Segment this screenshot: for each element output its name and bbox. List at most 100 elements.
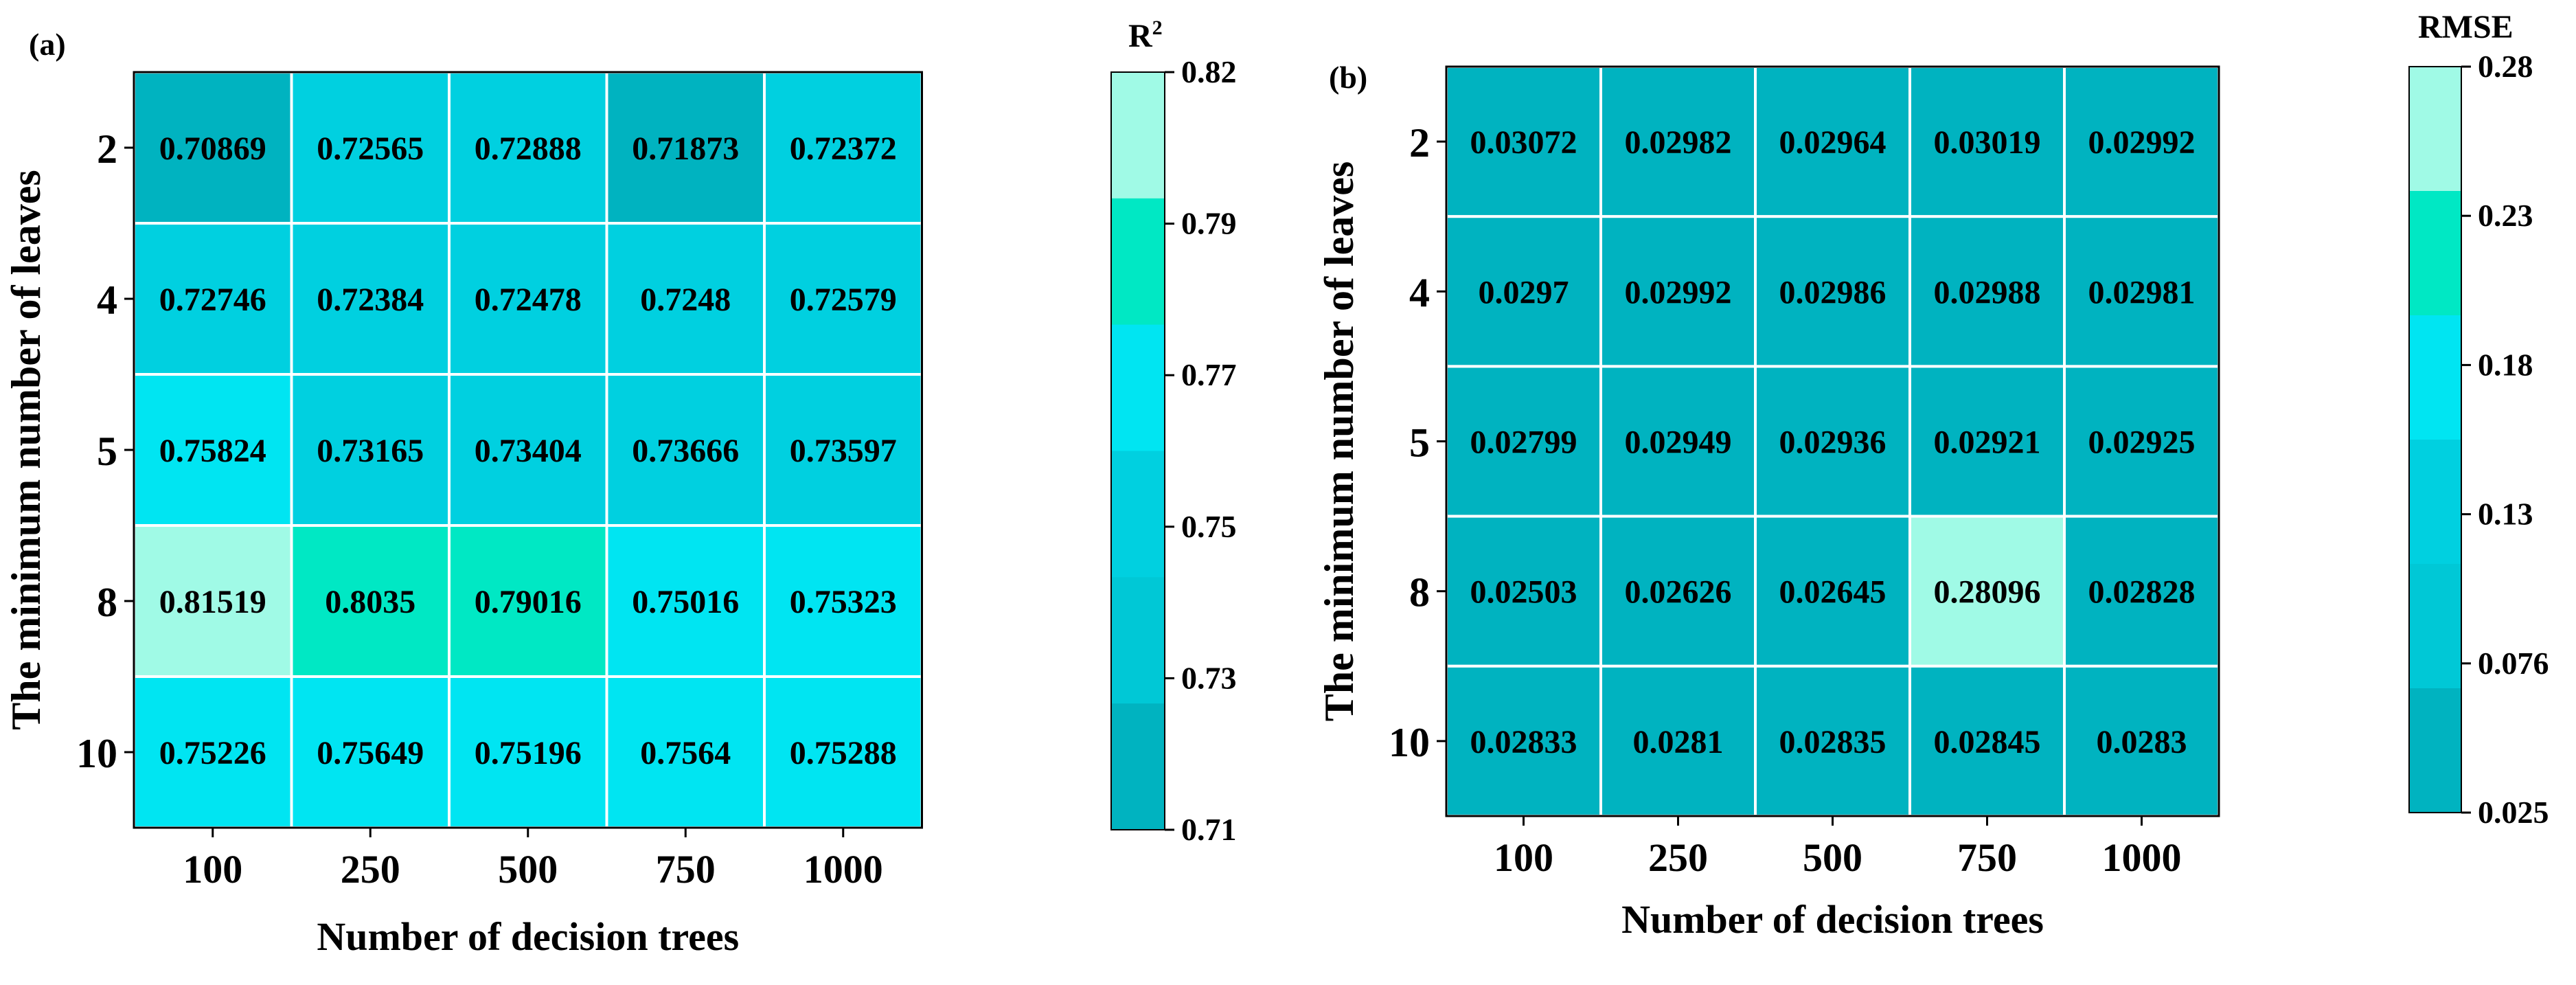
colorbar-tick-label: 0.076 <box>2478 646 2549 681</box>
cell-value-label: 0.75196 <box>475 735 582 771</box>
cell-value-label: 0.02925 <box>2088 424 2196 461</box>
y-tick-label: 8 <box>97 580 117 625</box>
cell-value-label: 0.73666 <box>632 433 739 469</box>
cell-value-label: 0.7564 <box>640 735 731 771</box>
x-tick-label: 750 <box>1957 835 2017 880</box>
heatmap-cell <box>290 373 451 527</box>
cell-value-label: 0.81519 <box>159 584 266 620</box>
heatmap-panel-b: (b) 0.03072 0.02982 0.02964 0.03019 0.02992 0.… <box>1317 9 2549 942</box>
x-axis-title: Number of decision trees <box>317 914 739 959</box>
cell-value-label: 0.03019 <box>1934 124 2041 161</box>
cell-value-label: 0.8035 <box>325 584 415 620</box>
colorbar-tick-label: 0.18 <box>2478 347 2533 382</box>
heatmap-cell <box>1908 514 2066 668</box>
cell-value-label: 0.72372 <box>790 131 897 167</box>
colorbar-band <box>2409 191 2461 316</box>
colorbar-tick-label: 0.75 <box>1181 509 1237 544</box>
colorbar-band <box>2409 564 2461 689</box>
x-tick-label: 100 <box>1494 835 1553 880</box>
cell-value-label: 0.02799 <box>1470 424 1577 461</box>
cell-value-label: 0.73165 <box>317 433 424 469</box>
colorbar-tick-label: 0.23 <box>2478 198 2533 233</box>
heatmap-cell <box>133 71 293 225</box>
colorbar-title: RMSE <box>2418 9 2514 45</box>
heatmap-cell <box>448 675 608 829</box>
cell-value-label: 0.75288 <box>790 735 897 771</box>
cell-value-label: 0.0297 <box>1479 274 1569 310</box>
colorbar-band <box>1111 198 1165 326</box>
x-tick-label: 100 <box>183 847 242 892</box>
cell-value-label: 0.72746 <box>159 282 266 318</box>
heatmap-cell <box>2063 215 2220 368</box>
panel-label: (a) <box>29 27 66 62</box>
heatmap-cell <box>763 222 924 376</box>
cell-value-label: 0.79016 <box>475 584 582 620</box>
cell-value-label: 0.72579 <box>790 282 897 318</box>
cell-value-label: 0.71873 <box>632 131 739 167</box>
cell-value-label: 0.02828 <box>2088 574 2196 611</box>
heatmap-cell <box>1599 514 1757 668</box>
heatmap-cell <box>290 675 451 829</box>
y-tick-label: 5 <box>97 429 117 474</box>
cell-value-label: 0.72478 <box>475 282 582 318</box>
cell-value-label: 0.02949 <box>1625 424 1732 461</box>
y-tick-label: 2 <box>97 126 117 172</box>
colorbar-title-superscript: 2 <box>1152 16 1163 39</box>
cell-value-label: 0.02986 <box>1779 274 1887 310</box>
heatmap-panel-a: (a) 0.70869 0.72565 0.72888 0.71873 0.72372 0.… <box>3 16 1237 959</box>
heatmap-cell <box>133 675 293 829</box>
heatmap-cell <box>1599 365 1757 518</box>
cell-value-label: 0.02981 <box>2088 274 2196 310</box>
colorbar-band <box>2409 315 2461 440</box>
cell-value-label: 0.02833 <box>1470 724 1577 760</box>
x-tick-label: 500 <box>1803 835 1862 880</box>
colorbar-tick-label: 0.73 <box>1181 660 1237 695</box>
cell-value-label: 0.0283 <box>2097 724 2187 760</box>
x-axis-title: Number of decision trees <box>1621 897 2044 942</box>
colorbar-band <box>2409 440 2461 565</box>
colorbar-title: R2 <box>1128 16 1163 54</box>
cell-value-label: 0.75016 <box>632 584 739 620</box>
x-tick-label: 250 <box>341 847 400 892</box>
cell-value-label: 0.70869 <box>159 131 266 167</box>
colorbar-band <box>2409 67 2461 192</box>
cell-value-label: 0.72888 <box>475 131 582 167</box>
colorbar-tick-label: 0.79 <box>1181 206 1237 241</box>
heatmap-cell <box>1754 365 1911 518</box>
heatmap-cell <box>605 524 766 678</box>
heatmap-cell <box>1445 65 1602 218</box>
cell-value-label: 0.28096 <box>1934 574 2041 611</box>
cell-value-label: 0.02645 <box>1779 574 1887 611</box>
heatmap-cell <box>290 524 451 678</box>
cell-value-label: 0.02921 <box>1934 424 2041 461</box>
y-tick-label: 4 <box>97 278 117 323</box>
colorbar-band <box>1111 577 1165 704</box>
cell-value-label: 0.02988 <box>1934 274 2041 310</box>
cell-value-label: 0.7248 <box>640 282 731 318</box>
colorbar-band <box>1111 72 1165 199</box>
x-tick-label: 750 <box>656 847 716 892</box>
heatmap-cell <box>2063 664 2220 817</box>
heatmap-cell <box>448 524 608 678</box>
cell-value-label: 0.73597 <box>790 433 897 469</box>
colorbar-tick-label: 0.13 <box>2478 497 2533 532</box>
heatmap-cell <box>1445 215 1602 368</box>
x-tick-label: 500 <box>498 847 558 892</box>
y-tick-label: 4 <box>1409 270 1430 315</box>
colorbar-frame <box>1110 71 1165 830</box>
heatmap-cell <box>605 373 766 527</box>
colorbar-tick-label: 0.025 <box>2478 795 2549 830</box>
cell-value-label: 0.73404 <box>475 433 582 469</box>
panel-label: (b) <box>1329 60 1367 95</box>
y-tick-label: 10 <box>76 731 117 776</box>
y-tick-label: 8 <box>1409 570 1430 615</box>
cell-value-label: 0.72565 <box>317 131 424 167</box>
heatmap-cell <box>1754 65 1911 218</box>
heatmap-cell <box>1908 664 2066 817</box>
heatmap-cell <box>1599 65 1757 218</box>
y-tick-label: 2 <box>1409 120 1430 166</box>
colorbar-band <box>2409 688 2461 813</box>
heatmap-cell <box>1445 365 1602 518</box>
cell-value-label: 0.75824 <box>159 433 266 469</box>
